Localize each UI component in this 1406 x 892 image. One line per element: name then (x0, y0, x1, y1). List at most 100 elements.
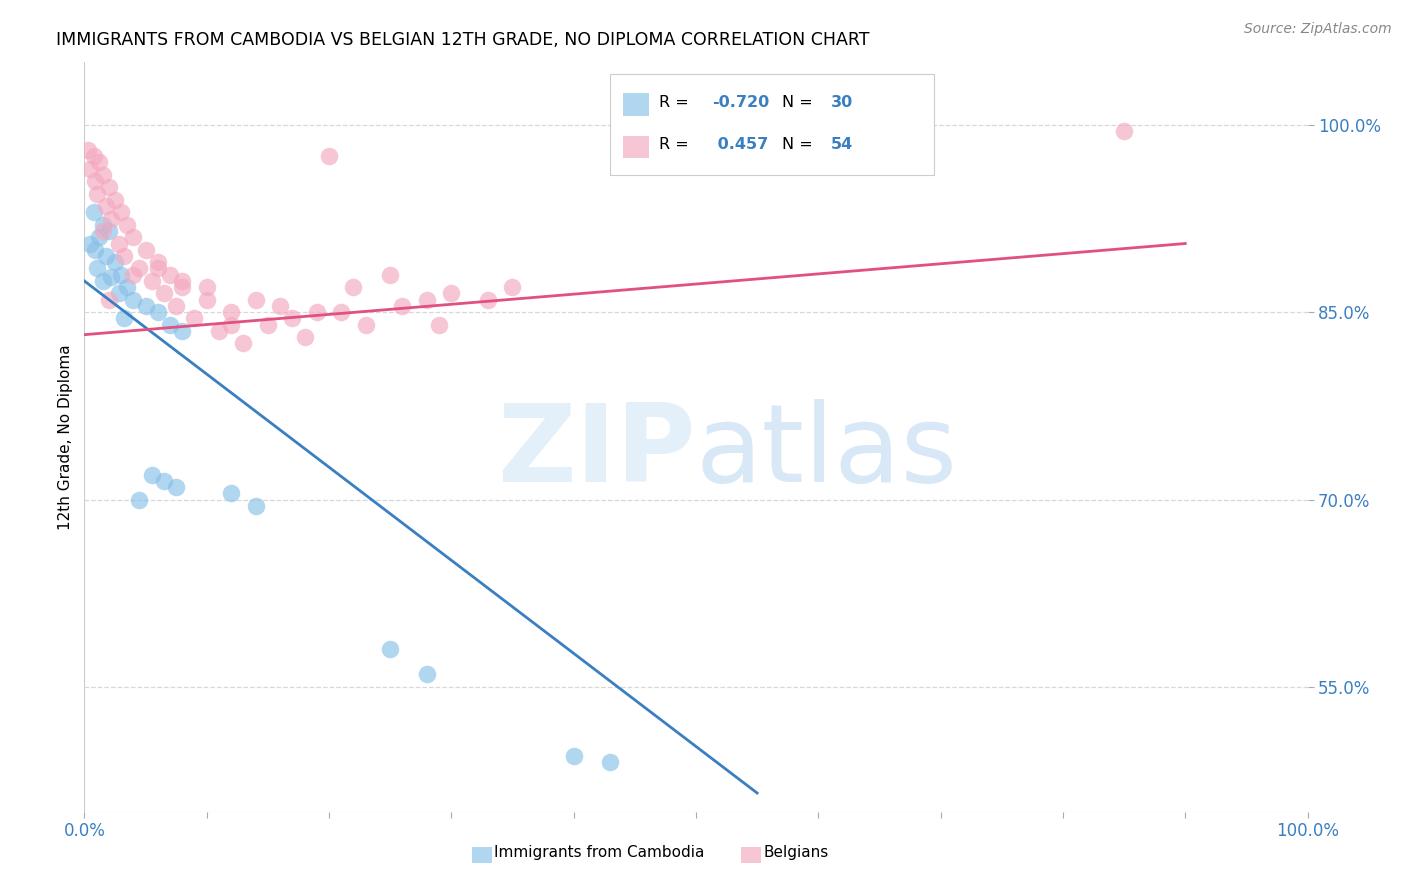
Point (83, 149, 105, 163)
Point (172, 280, 194, 294)
Point (318, 149, 340, 163)
Point (110, 268, 132, 282)
Point (91, 274, 114, 288)
Point (97, 293, 120, 307)
Bar (472, 847, 492, 863)
Point (269, 299, 291, 313)
Point (128, 261, 150, 276)
Point (115, 218, 138, 232)
Point (97, 224, 120, 238)
Point (380, 642, 402, 657)
Point (91, 168, 114, 182)
Point (128, 492, 150, 507)
Point (91, 218, 114, 232)
Point (245, 293, 267, 307)
Point (294, 330, 316, 344)
Point (380, 268, 402, 282)
Text: 30: 30 (831, 95, 853, 110)
Point (219, 486, 242, 500)
Point (562, 748, 585, 763)
Point (122, 293, 145, 307)
Text: R =: R = (659, 95, 695, 110)
Point (87, 230, 110, 244)
Point (146, 305, 169, 319)
Text: N =: N = (782, 95, 817, 110)
Point (84, 243, 107, 257)
Point (87, 155, 110, 169)
Point (477, 293, 499, 307)
Point (305, 305, 328, 319)
Point (599, 755, 621, 769)
Text: R =: R = (659, 137, 695, 153)
Point (330, 305, 353, 319)
Point (112, 311, 135, 326)
Point (96, 199, 118, 213)
Y-axis label: 12th Grade, No Diploma: 12th Grade, No Diploma (58, 344, 73, 530)
Point (245, 499, 267, 513)
Point (208, 324, 231, 338)
Point (104, 193, 127, 207)
Point (100, 211, 122, 226)
Point (79, 236, 101, 251)
Point (183, 311, 205, 326)
Point (416, 667, 439, 681)
Point (79, 161, 101, 176)
Point (107, 236, 129, 251)
Text: N =: N = (782, 137, 817, 153)
Point (159, 318, 181, 332)
Point (86, 186, 108, 201)
Point (427, 318, 450, 332)
Point (135, 243, 157, 257)
Text: 54: 54 (831, 137, 853, 153)
Point (91, 224, 114, 238)
Point (110, 205, 132, 219)
Point (165, 299, 187, 313)
Point (219, 318, 242, 332)
Point (172, 324, 194, 338)
Point (354, 318, 377, 332)
Point (122, 268, 145, 282)
Point (165, 480, 187, 494)
Point (440, 286, 463, 301)
Text: 0.457: 0.457 (711, 137, 768, 153)
Point (232, 336, 254, 351)
Point (1114, 124, 1136, 138)
Point (100, 270, 122, 285)
Point (84, 174, 107, 188)
Point (281, 311, 304, 326)
Point (77, 143, 100, 157)
Point (502, 280, 524, 294)
Bar (623, 93, 650, 116)
Text: atlas: atlas (696, 399, 957, 505)
Point (86, 261, 108, 276)
Point (153, 286, 176, 301)
Point (416, 293, 439, 307)
Point (141, 467, 163, 482)
Point (195, 280, 218, 294)
Point (96, 249, 118, 263)
Point (141, 274, 163, 288)
Point (219, 305, 242, 319)
Point (391, 299, 413, 313)
Point (97, 180, 120, 194)
Point (107, 286, 129, 301)
Text: -0.720: -0.720 (711, 95, 769, 110)
Point (257, 318, 280, 332)
FancyBboxPatch shape (610, 74, 935, 175)
Point (122, 230, 145, 244)
Text: ZIP: ZIP (498, 399, 696, 505)
Point (153, 474, 176, 488)
Point (115, 280, 138, 294)
Point (172, 274, 194, 288)
Text: Source: ZipAtlas.com: Source: ZipAtlas.com (1244, 22, 1392, 37)
Text: Belgians: Belgians (763, 846, 828, 861)
Text: Immigrants from Cambodia: Immigrants from Cambodia (494, 846, 704, 861)
Bar (623, 136, 650, 159)
Point (104, 255, 127, 269)
Point (159, 268, 181, 282)
Point (83, 205, 105, 219)
Point (146, 255, 169, 269)
Point (195, 293, 218, 307)
Bar (741, 847, 761, 863)
Text: IMMIGRANTS FROM CAMBODIA VS BELGIAN 12TH GRADE, NO DIPLOMA CORRELATION CHART: IMMIGRANTS FROM CAMBODIA VS BELGIAN 12TH… (56, 31, 870, 49)
